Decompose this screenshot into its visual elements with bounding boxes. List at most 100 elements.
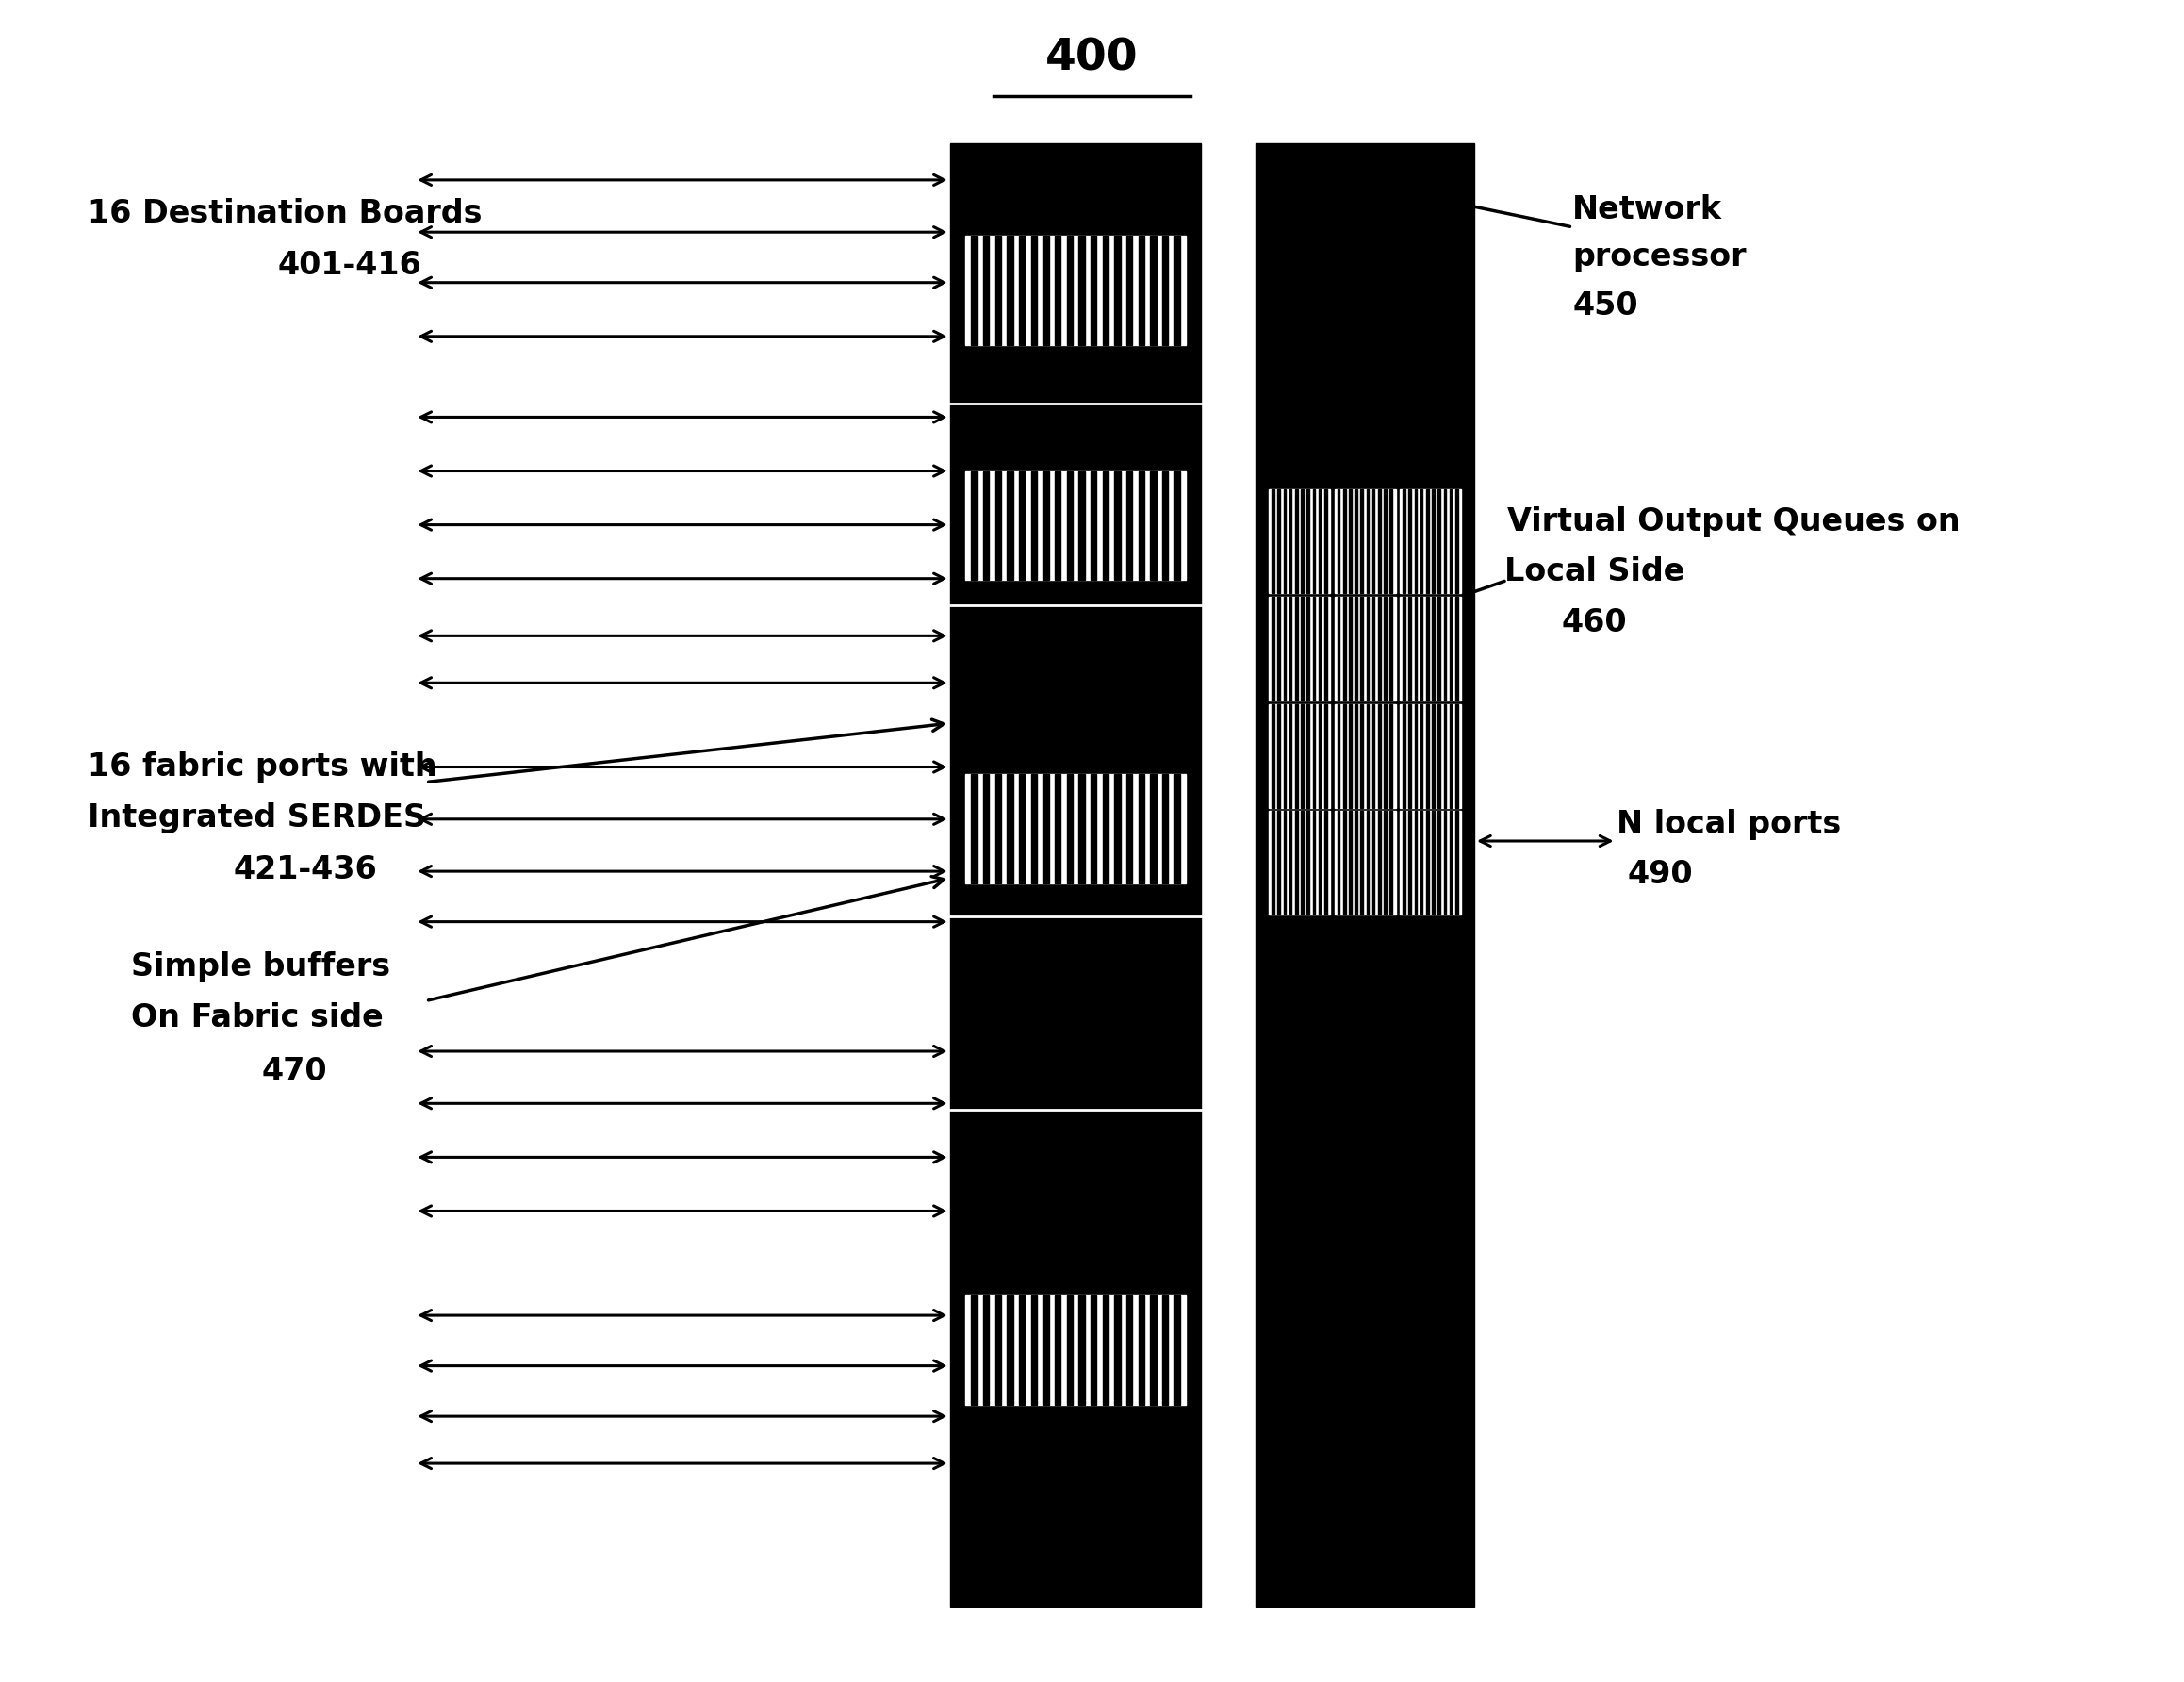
Bar <box>1319 703 1321 807</box>
Bar <box>1324 703 1326 807</box>
Bar <box>1367 489 1369 594</box>
Bar <box>1409 597 1411 701</box>
Bar <box>1269 703 1330 807</box>
Bar <box>1256 143 1474 1606</box>
Bar <box>1284 597 1286 701</box>
Bar <box>1295 489 1297 594</box>
Text: Integrated SERDES: Integrated SERDES <box>87 802 426 833</box>
Bar <box>1337 703 1339 807</box>
Bar <box>983 1295 989 1404</box>
Bar <box>1389 489 1391 594</box>
Bar <box>1103 1295 1109 1404</box>
Text: 450: 450 <box>1572 291 1638 321</box>
Bar <box>1385 597 1387 701</box>
Bar <box>1420 703 1422 807</box>
Bar <box>1420 811 1422 915</box>
Bar <box>996 235 1000 345</box>
Bar <box>965 1295 1186 1404</box>
Bar <box>1426 811 1428 915</box>
Bar <box>1426 597 1428 701</box>
Bar <box>1409 703 1411 807</box>
Bar <box>1306 703 1308 807</box>
Bar <box>1269 489 1330 594</box>
Bar <box>1306 811 1308 915</box>
Bar <box>1042 1295 1048 1404</box>
Bar <box>1354 597 1356 701</box>
Bar <box>1354 811 1356 915</box>
Bar <box>1127 471 1131 580</box>
Bar <box>1162 235 1168 345</box>
Bar <box>1284 811 1286 915</box>
Bar <box>983 774 989 883</box>
Bar <box>1042 471 1048 580</box>
Bar <box>1350 489 1352 594</box>
Text: 460: 460 <box>1562 607 1627 637</box>
Bar <box>1437 489 1439 594</box>
Bar <box>1337 597 1339 701</box>
Bar <box>996 1295 1000 1404</box>
Bar <box>1066 235 1072 345</box>
Bar <box>1151 471 1155 580</box>
Bar <box>1295 811 1297 915</box>
Text: 16 fabric ports with: 16 fabric ports with <box>87 752 437 782</box>
Text: 490: 490 <box>1627 860 1693 890</box>
Bar <box>1450 811 1452 915</box>
Bar <box>965 235 1186 345</box>
Bar <box>1302 597 1304 701</box>
Bar <box>1127 1295 1131 1404</box>
Bar <box>1444 489 1446 594</box>
Bar <box>1175 471 1179 580</box>
Bar <box>1284 489 1286 594</box>
Bar <box>1378 489 1380 594</box>
Bar <box>1415 489 1417 594</box>
Bar <box>1433 703 1435 807</box>
Bar <box>1378 703 1380 807</box>
Bar <box>1302 703 1304 807</box>
Bar <box>1444 703 1446 807</box>
Bar <box>1400 489 1461 594</box>
Bar <box>1278 703 1280 807</box>
Bar <box>1334 703 1396 807</box>
Bar <box>1114 471 1120 580</box>
Bar <box>1367 811 1369 915</box>
Bar <box>1271 489 1273 594</box>
Bar <box>1343 703 1345 807</box>
Bar <box>1103 471 1109 580</box>
Bar <box>1031 471 1037 580</box>
Bar <box>1079 774 1085 883</box>
Bar <box>1361 703 1363 807</box>
Bar <box>1437 703 1439 807</box>
Bar <box>1079 235 1085 345</box>
Bar <box>1306 489 1308 594</box>
Bar <box>1385 489 1387 594</box>
Bar <box>1289 489 1291 594</box>
Bar <box>1433 489 1435 594</box>
Bar <box>1042 774 1048 883</box>
Bar <box>1444 811 1446 915</box>
Bar <box>1319 597 1321 701</box>
Bar <box>1372 811 1374 915</box>
Bar <box>1007 774 1013 883</box>
Bar <box>1415 703 1417 807</box>
Bar <box>1350 703 1352 807</box>
Bar <box>1313 597 1315 701</box>
Text: N local ports: N local ports <box>1616 809 1841 839</box>
Bar <box>1066 471 1072 580</box>
Bar <box>1007 235 1013 345</box>
Bar <box>1415 811 1417 915</box>
Bar <box>1343 489 1345 594</box>
Bar <box>1031 1295 1037 1404</box>
Bar <box>1175 1295 1179 1404</box>
Bar <box>1420 489 1422 594</box>
Bar <box>1426 703 1428 807</box>
Bar <box>1350 597 1352 701</box>
Bar <box>1402 597 1404 701</box>
Bar <box>1400 703 1461 807</box>
Bar <box>1055 774 1061 883</box>
Bar <box>1319 811 1321 915</box>
Bar <box>1269 811 1330 915</box>
Bar <box>1372 597 1374 701</box>
Bar <box>1343 597 1345 701</box>
Bar <box>1295 597 1297 701</box>
Bar <box>965 774 1186 883</box>
